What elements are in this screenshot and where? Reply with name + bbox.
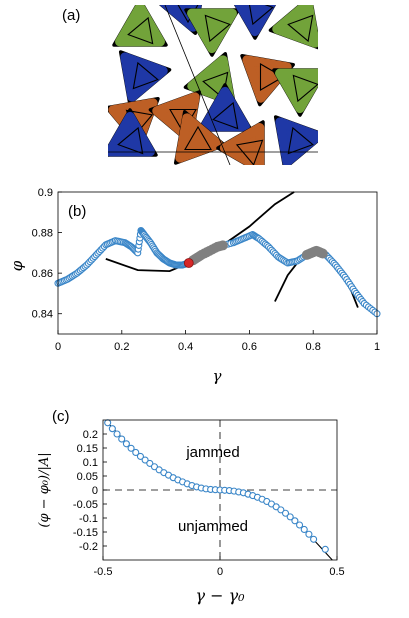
ytick-label-c: 0.1 xyxy=(83,457,98,469)
ytick-label-c: -0.1 xyxy=(79,513,98,525)
xtick-label-b: 0.8 xyxy=(306,341,321,353)
particle xyxy=(233,5,277,40)
particle xyxy=(184,8,240,57)
xtick-label-b: 0 xyxy=(55,341,61,353)
annotation-unjammed: unjammed xyxy=(178,518,248,535)
ytick-label-b: 0.9 xyxy=(38,187,53,199)
data-point-c xyxy=(321,545,329,553)
xtick-label-c: -0.5 xyxy=(94,566,113,578)
data-point-c xyxy=(146,459,154,467)
particle xyxy=(112,5,168,47)
ytick-label-c: 0.15 xyxy=(77,443,98,455)
data-point-c xyxy=(296,521,304,529)
particle xyxy=(118,50,172,105)
particle xyxy=(268,5,318,50)
ytick-label-c: 0.2 xyxy=(83,429,98,441)
axis-b-xlabel: γ xyxy=(213,367,222,385)
data-point-c xyxy=(122,440,130,448)
data-point-c xyxy=(136,452,144,460)
ytick-label-c: 0 xyxy=(92,485,98,497)
ytick-label-b: 0.86 xyxy=(32,268,53,280)
panel-a-image xyxy=(108,5,318,165)
annotation-jammed: jammed xyxy=(185,444,239,461)
highlight-point-b xyxy=(317,248,328,259)
plot-b-frame xyxy=(57,191,378,335)
particle xyxy=(197,83,253,132)
reference-point-b xyxy=(183,258,194,268)
data-point-c xyxy=(277,506,285,514)
data-point-c xyxy=(291,517,299,525)
axis-b-ylabel: φ xyxy=(8,260,26,271)
ytick-label-c: -0.05 xyxy=(73,499,98,511)
data-point-c xyxy=(127,444,135,452)
data-point-c xyxy=(141,456,149,464)
xtick-label-c: 0 xyxy=(217,566,223,578)
highlight-point-b xyxy=(217,240,228,251)
ytick-label-b: 0.84 xyxy=(32,309,53,321)
data-point-c xyxy=(310,535,318,543)
chart-c: (c) -0.5 0 0.5 -0.2 -0.15 -0.1 -0.05 0 0.05 0.1 0.… xyxy=(37,408,345,605)
xtick-label-b: 0.2 xyxy=(114,341,129,353)
xtick-label-b: 0.4 xyxy=(178,341,193,353)
panel-c-label: (c) xyxy=(52,408,70,425)
particle xyxy=(273,115,318,165)
data-point-c xyxy=(104,419,112,427)
xtick-label-b: 1 xyxy=(374,341,380,353)
particle xyxy=(216,120,265,165)
xtick-label-c: 0.5 xyxy=(329,566,344,578)
ytick-label-c: -0.15 xyxy=(73,527,98,539)
ytick-label-b: 0.88 xyxy=(32,228,53,240)
particle xyxy=(173,110,227,165)
plot-c-frame xyxy=(102,419,338,561)
data-point-c xyxy=(286,513,294,521)
data-point-c xyxy=(113,430,121,438)
axis-c-ylabel: (φ − φ₀)/|A| xyxy=(37,452,52,527)
data-point-c xyxy=(108,425,116,433)
data-point-c xyxy=(132,448,140,457)
ytick-label-c: -0.2 xyxy=(79,541,98,553)
data-point-c xyxy=(300,525,308,534)
data-point-c xyxy=(118,435,126,443)
ytick-label-c: 0.05 xyxy=(77,471,98,483)
data-point-c xyxy=(281,509,290,517)
axis-c-xlabel: γ − γ₀ xyxy=(195,586,245,605)
panel-b-label: (b) xyxy=(68,203,86,220)
data-point-c xyxy=(305,530,313,538)
chart-b: (b) 0 0.2 0.4 0.6 0.8 1 0.84 0.86 0.88 0.9 γ φ xyxy=(8,187,381,385)
xtick-label-b: 0.6 xyxy=(242,341,257,353)
panel-a-label: (a) xyxy=(62,7,80,24)
particle xyxy=(272,68,318,117)
